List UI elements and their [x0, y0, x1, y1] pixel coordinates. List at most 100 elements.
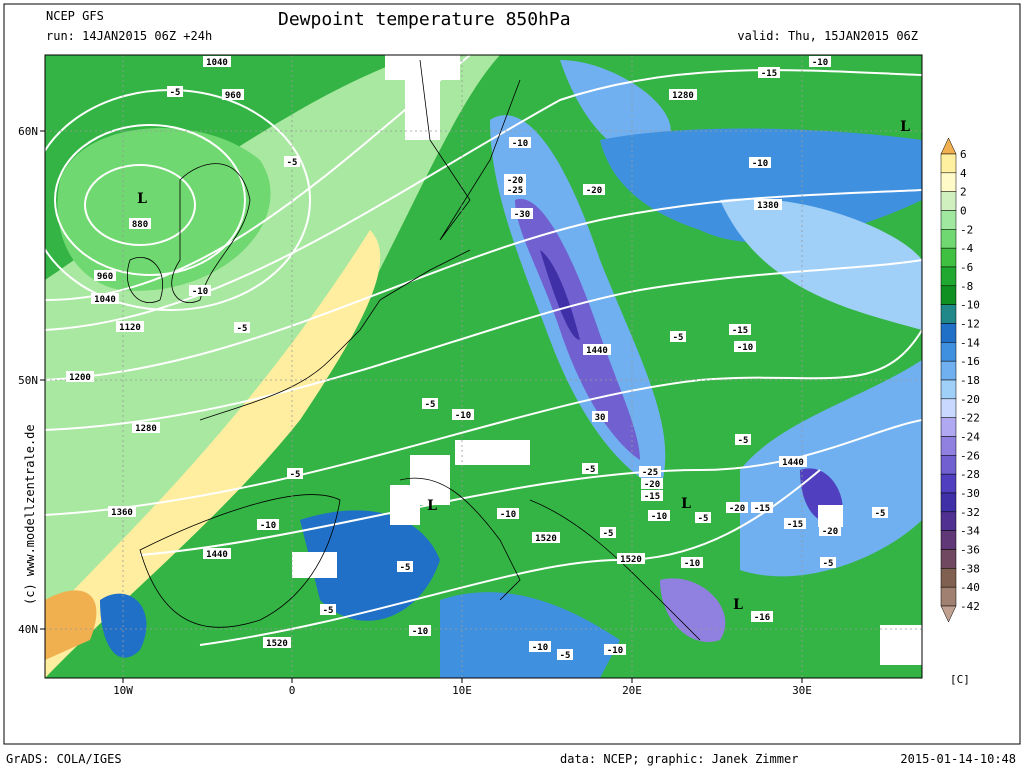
label-bg	[820, 557, 836, 568]
contour-label: -5	[673, 333, 684, 343]
contour-label: 1280	[672, 91, 694, 101]
contour-label: 1440	[206, 550, 228, 560]
colorbar-box	[940, 323, 957, 343]
label-bg	[670, 331, 686, 342]
contour-label: 1440	[782, 458, 804, 468]
contour-label: -16	[754, 613, 770, 623]
colorbar-label: -42	[960, 600, 980, 613]
label-bg	[422, 398, 438, 409]
contour-label: 1520	[620, 555, 642, 565]
lon-label: 10E	[452, 684, 472, 697]
contour-label: -25	[642, 468, 658, 478]
geopotential-contours	[45, 55, 922, 646]
colorbar-label: -12	[960, 318, 980, 331]
map-border	[44, 54, 923, 679]
contour-label: -10	[532, 643, 548, 653]
contour-label: 1280	[135, 424, 157, 434]
label-bg	[529, 641, 551, 652]
colorbar-box	[940, 417, 957, 437]
label-bg	[641, 478, 663, 489]
label-bg	[751, 611, 773, 622]
title: Dewpoint temperature 850hPa	[278, 9, 571, 30]
colorbar-box	[940, 455, 957, 475]
contour-label: -30	[514, 210, 530, 220]
label-bg	[641, 490, 663, 501]
lon-label: 30E	[792, 684, 812, 697]
contour-label: 1040	[206, 58, 228, 68]
label-bg	[726, 502, 748, 513]
label-bg	[695, 512, 711, 523]
colorbar-label: -10	[960, 299, 980, 312]
colorbar-label: -34	[960, 525, 980, 538]
colorbar-box	[940, 511, 957, 531]
label-bg	[257, 519, 279, 530]
contour-label: 1520	[535, 534, 557, 544]
label-bg	[203, 56, 231, 67]
contour-label: -20	[729, 504, 745, 514]
label-bg	[809, 56, 831, 67]
label-bg	[189, 285, 211, 296]
contour-label: -10	[812, 58, 828, 68]
colorbar-box	[940, 304, 957, 324]
colorbar-box	[940, 191, 957, 211]
colorbar-box	[940, 473, 957, 494]
footer-left: GrADS: COLA/IGES	[6, 752, 122, 766]
lat-label: 60N	[18, 125, 38, 138]
colorbar-box	[940, 247, 957, 268]
label-bg	[681, 557, 703, 568]
contour-label: -10	[607, 646, 623, 656]
contour-label: -5	[738, 436, 749, 446]
label-bg	[582, 463, 598, 474]
colorbar-box	[940, 492, 957, 513]
contour-label: -20	[507, 176, 523, 186]
low-marker: L	[137, 191, 147, 207]
contour-label: -5	[560, 651, 571, 661]
contour-label: -20	[822, 527, 838, 537]
contour-label: -5	[400, 563, 411, 573]
contour-label: -15	[732, 326, 748, 336]
field-greece-cold	[660, 578, 726, 642]
label-bg	[129, 218, 151, 229]
coastlines	[126, 59, 701, 641]
colorbar-box	[940, 342, 957, 362]
contour-label: -15	[787, 520, 803, 530]
contour-label: 1440	[586, 346, 608, 356]
colorbar-label: 4	[960, 167, 967, 180]
colorbar-top	[940, 137, 957, 155]
lon-label: 20E	[622, 684, 642, 697]
colorbar-label: -8	[960, 280, 973, 293]
label-bg	[758, 67, 780, 78]
lat-label: 50N	[18, 374, 38, 387]
field-coldest	[540, 250, 580, 340]
contour-label: 1380	[757, 201, 779, 211]
colorbar-box	[940, 379, 957, 400]
label-bg	[509, 137, 531, 148]
colorbar-label: -32	[960, 506, 980, 519]
colorbar: 6 4 2 0 -2 -4 -6 -8 -10 -12 -14 -16 -18 -20 -22 -24 -26 -…	[940, 137, 980, 623]
label-bg	[592, 411, 608, 422]
colorbar-box	[940, 266, 957, 287]
lat-label: 40N	[18, 623, 38, 636]
contour-label: -10	[737, 343, 753, 353]
label-bg	[504, 174, 526, 185]
contour-label: -5	[875, 509, 886, 519]
colorbar-label: -24	[960, 431, 980, 444]
field-med	[440, 592, 620, 678]
colorbar-box	[940, 549, 957, 569]
label-bg	[872, 507, 888, 518]
label-bg	[754, 199, 782, 210]
map-labels: 1040 960 880 L 960 1040 1120 1200 1280 1360 1440 15…	[66, 56, 910, 661]
label-bg	[532, 532, 560, 543]
label-bg	[94, 270, 116, 281]
label-bg	[91, 293, 119, 304]
colorbar-box	[940, 398, 957, 418]
contour-label: -5	[287, 158, 298, 168]
label-bg	[409, 625, 431, 636]
copyright: (c) www.modellzentrale.de	[23, 424, 37, 605]
colorbar-label: -30	[960, 487, 980, 500]
label-bg	[751, 502, 773, 513]
colorbar-label: -22	[960, 412, 980, 425]
run-info: run: 14JAN2015 06Z +24h	[46, 29, 212, 43]
contour-label: 960	[97, 272, 113, 282]
